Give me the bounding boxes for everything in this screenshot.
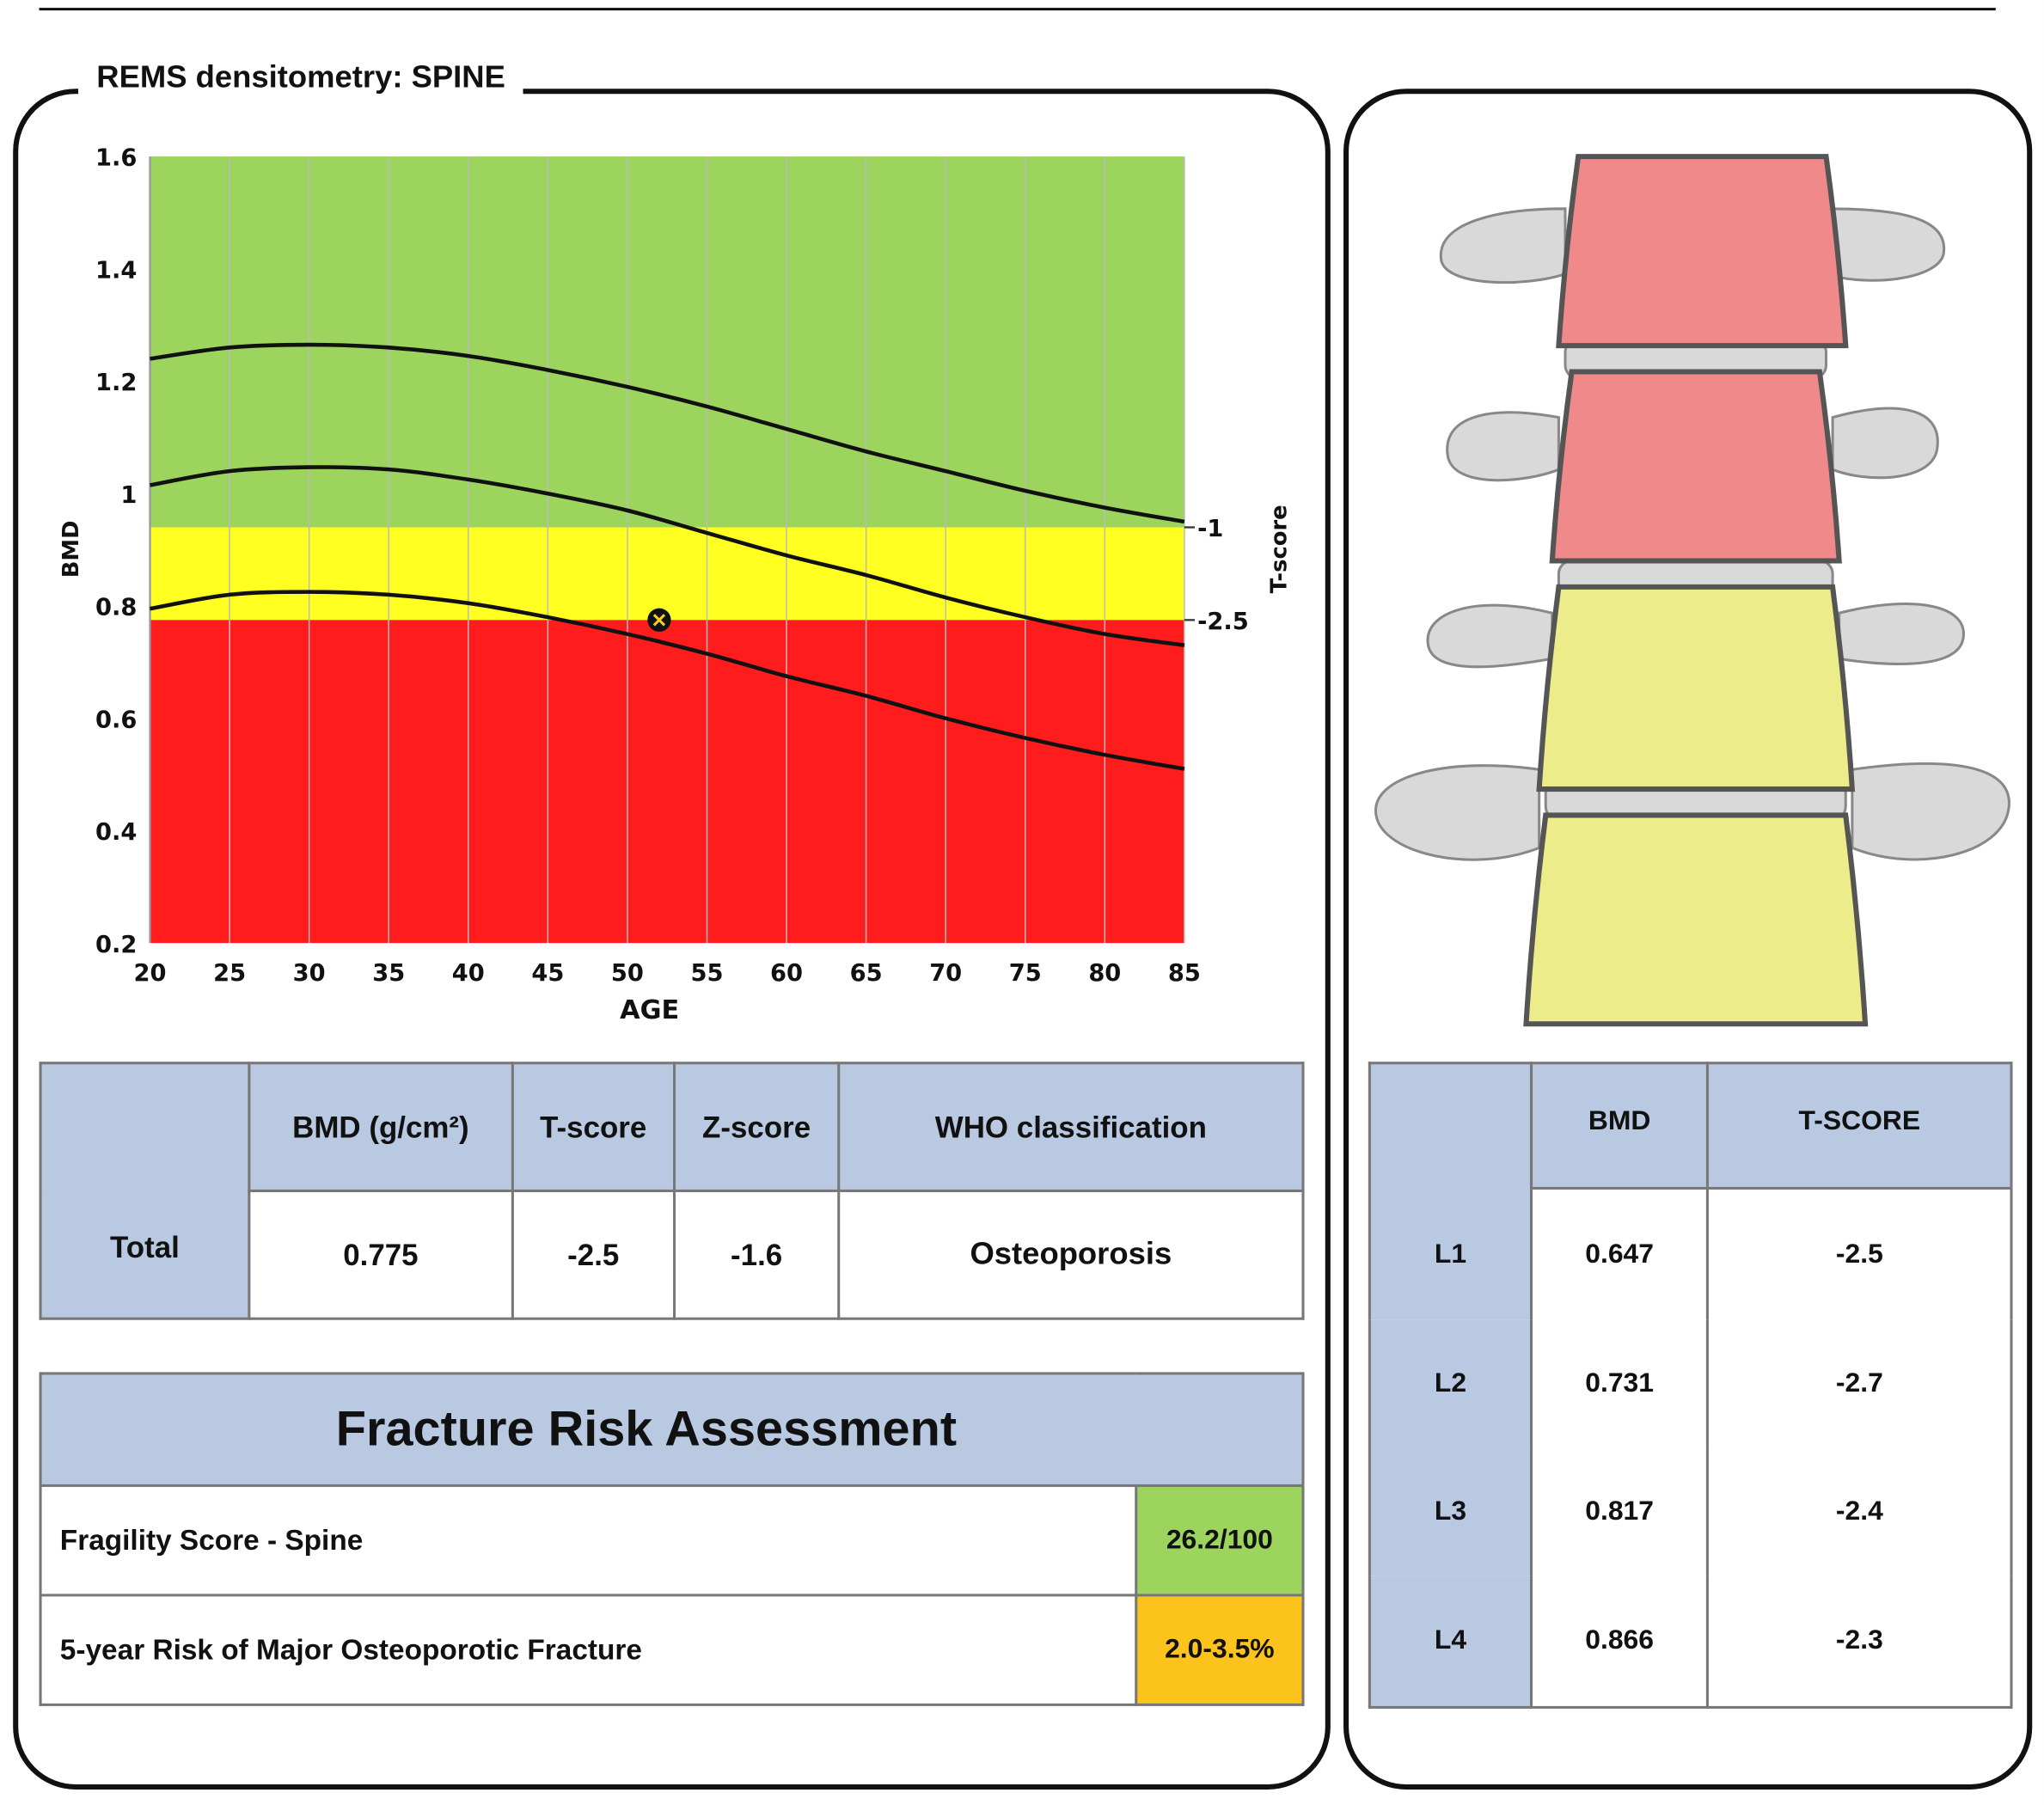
fragility-label: Fragility Score - Spine <box>39 1484 1138 1597</box>
who-classification: Osteoporosis <box>837 1189 1305 1320</box>
vertebra-label: L4 <box>1368 1575 1533 1709</box>
zone-normal <box>150 156 1184 528</box>
header-tscore: T-score <box>511 1062 676 1192</box>
vertebra-body-l1 <box>1556 154 1849 349</box>
vertebra-body-l4 <box>1523 812 1869 1027</box>
y-tick-label: 1.6 <box>95 145 137 172</box>
row-label-total: Total <box>39 1062 251 1320</box>
x-tick-label: 85 <box>1168 960 1201 987</box>
x-tick-label: 40 <box>452 960 485 987</box>
x-tick-label: 30 <box>293 960 326 987</box>
y2-axis-title: T-score <box>1266 505 1292 593</box>
vertebra-tscore: -2.3 <box>1706 1575 2013 1709</box>
y-tick-label: 0.6 <box>95 707 137 733</box>
x-tick-label: 80 <box>1088 960 1121 987</box>
fracture-risk-value: 2.0-3.5% <box>1135 1594 1305 1706</box>
vertebra-tscore: -2.4 <box>1706 1447 2013 1576</box>
y-axis-title: BMD <box>58 521 84 578</box>
bmd-age-chart: 20 25 30 35 40 45 50 55 60 65 70 75 80 85 0.2 0.4 0.6 0.8… <box>58 145 1292 1025</box>
curve-upper <box>150 342 1185 524</box>
header-tscore: T-SCORE <box>1706 1062 2013 1190</box>
y-tick-label: 1.2 <box>95 370 137 396</box>
fracture-risk-table: Fracture Risk Assessment Fragility Score… <box>39 1372 1305 1706</box>
vertebra-bmd: 0.817 <box>1530 1447 1710 1576</box>
total-zscore: -1.6 <box>672 1189 841 1320</box>
header-who: WHO classification <box>837 1062 1305 1192</box>
header-bmd: BMD <box>1530 1062 1710 1190</box>
zone-osteopenia <box>150 527 1184 621</box>
vertebra-body-l2 <box>1549 369 1842 564</box>
vertebra-label: L3 <box>1368 1447 1533 1576</box>
curve-mean <box>150 465 1185 647</box>
y-tick-label: 1 <box>120 482 137 509</box>
fracture-risk-label: 5-year Risk of Major Osteoporotic Fractu… <box>39 1594 1138 1706</box>
fragility-value: 26.2/100 <box>1135 1484 1305 1597</box>
fracture-title: Fracture Risk Assessment <box>39 1372 1305 1487</box>
vertebrae-table: BMD T-SCORE L1 0.647 -2.5 L2 0.731 -2.7 L3 0.… <box>1368 1062 2013 1709</box>
summary-table: Total BMD (g/cm²) T-score Z-score WHO cl… <box>39 1062 1305 1320</box>
vertebra-bmd: 0.731 <box>1530 1320 1710 1448</box>
vertebrae-panel <box>1343 89 2033 1790</box>
patient-x-icon <box>652 614 666 627</box>
x-axis-title: AGE <box>620 995 679 1025</box>
zone-osteoporosis <box>150 620 1184 944</box>
x-tick-label: 35 <box>372 960 405 987</box>
panel-title: REMS densitometry: SPINE <box>78 59 524 97</box>
y-tick-label: 0.2 <box>95 932 137 958</box>
y-tick-label: 1.4 <box>95 257 137 284</box>
vertebra-tscore: -2.7 <box>1706 1320 2013 1448</box>
vertebra-bmd: 0.647 <box>1530 1186 1710 1321</box>
corner-cell <box>1368 1062 1533 1189</box>
t-score-label: -2.5 <box>1197 609 1249 635</box>
x-tick-label: 65 <box>850 960 883 987</box>
vertebra-label: L2 <box>1368 1320 1533 1448</box>
x-tick-label: 55 <box>690 960 723 987</box>
vertebra-body-l3 <box>1536 584 1856 792</box>
x-tick-label: 75 <box>1009 960 1042 987</box>
t-score-label: -1 <box>1197 516 1223 542</box>
top-divider <box>39 8 1996 11</box>
header-zscore: Z-score <box>672 1062 841 1192</box>
spine-panel <box>13 89 1331 1790</box>
total-bmd: 0.775 <box>248 1189 514 1320</box>
vertebra-label: L1 <box>1368 1188 1533 1321</box>
x-tick-label: 25 <box>213 960 246 987</box>
x-tick-label: 60 <box>770 960 803 987</box>
x-tick-label: 20 <box>134 960 167 987</box>
vertebra-bmd: 0.866 <box>1530 1575 1710 1709</box>
header-bmd: BMD (g/cm²) <box>248 1062 514 1192</box>
lumbar-spine-illustration <box>1374 154 2010 1027</box>
x-tick-label: 50 <box>611 960 644 987</box>
curve-lower <box>150 590 1185 771</box>
x-tick-label: 45 <box>531 960 564 987</box>
x-tick-label: 70 <box>929 960 962 987</box>
vertebra-tscore: -2.5 <box>1706 1186 2013 1321</box>
y-tick-label: 0.4 <box>95 819 137 846</box>
y-tick-label: 0.8 <box>95 595 137 621</box>
total-tscore: -2.5 <box>511 1189 676 1320</box>
